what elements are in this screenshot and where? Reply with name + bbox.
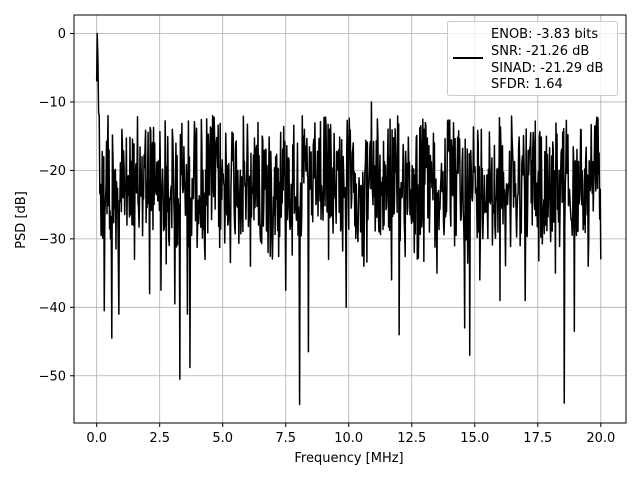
legend-sfdr: SFDR: 1.64 — [491, 77, 563, 92]
legend-box — [447, 21, 618, 96]
legend: ENOB: -3.83 bits SNR: -21.26 dB SINAD: -… — [447, 21, 618, 96]
x-tick-label: 17.5 — [523, 431, 552, 446]
psd-trace — [95, 32, 602, 406]
legend-sinad: SINAD: -21.29 dB — [491, 61, 603, 76]
x-tick-label: 20.0 — [586, 431, 615, 446]
y-tick-label: −20 — [39, 164, 66, 179]
x-tick-label: 12.5 — [397, 431, 426, 446]
psd-series-line — [95, 32, 602, 406]
x-tick-label: 10.0 — [334, 431, 363, 446]
x-tick-label: 15.0 — [460, 431, 489, 446]
legend-snr: SNR: -21.26 dB — [491, 44, 589, 59]
legend-enob: ENOB: -3.83 bits — [491, 27, 598, 42]
y-tick-label: −30 — [39, 232, 66, 247]
y-tick-label: −40 — [39, 301, 66, 316]
y-tick-label: −50 — [39, 369, 66, 384]
plot-frame — [73, 14, 627, 424]
x-tick-label: 7.5 — [275, 431, 296, 446]
y-tick-label: −10 — [39, 95, 66, 110]
y-axis-label: PSD [dB] — [14, 191, 29, 249]
x-tick-label: 5.0 — [212, 431, 233, 446]
x-axis-label: Frequency [MHz] — [294, 451, 403, 466]
y-tick-label: 0 — [58, 27, 66, 42]
x-tick-label: 2.5 — [149, 431, 170, 446]
x-tick-label: 0.0 — [86, 431, 107, 446]
axes: 0.0 2.5 5.0 7.5 10.0 12.5 15.0 17.5 20.0 0 −10 −20 −… — [39, 14, 627, 446]
